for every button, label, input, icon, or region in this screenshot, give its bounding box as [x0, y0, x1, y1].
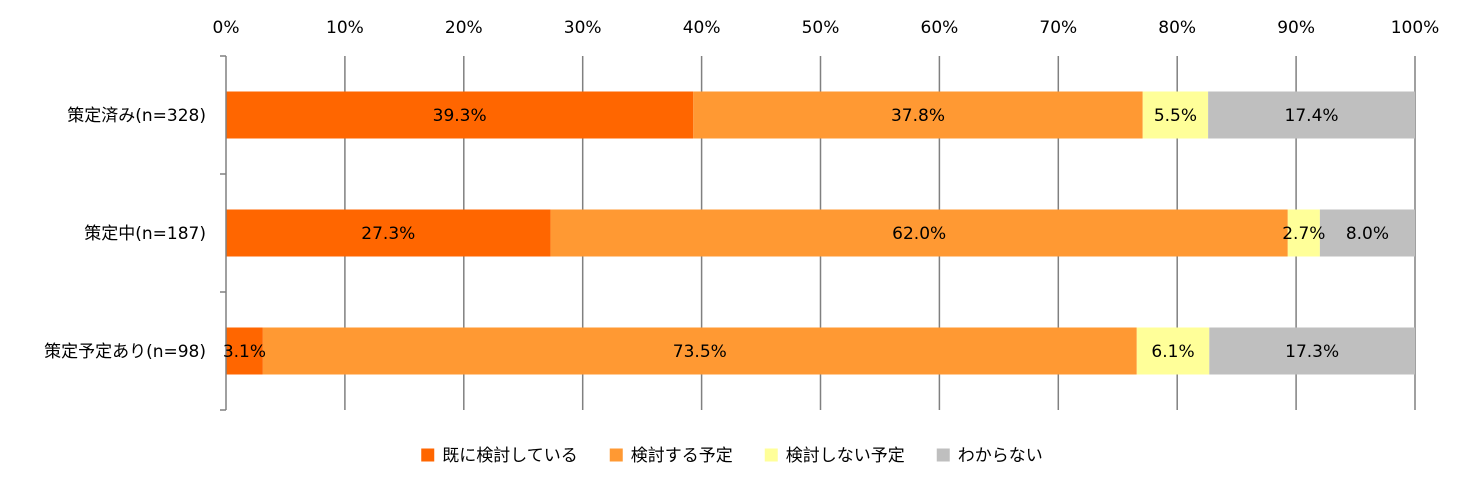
data-label: 17.4%: [1285, 106, 1339, 126]
data-label: 37.8%: [891, 106, 945, 126]
legend-label: わからない: [958, 446, 1043, 466]
x-tick-label: 100%: [1391, 18, 1440, 38]
category-label: 策定予定あり(n=98): [44, 342, 206, 362]
bar-segment: [262, 327, 1137, 375]
x-tick-label: 90%: [1277, 18, 1315, 38]
bar-segment: [1287, 209, 1320, 257]
category-label: 策定済み(n=328): [67, 106, 206, 126]
legend-swatch: [609, 448, 623, 462]
data-label: 8.0%: [1346, 224, 1389, 244]
x-tick-label: 50%: [802, 18, 840, 38]
x-tick-label: 80%: [1158, 18, 1196, 38]
bar-segment: [1208, 91, 1415, 139]
bar-segment: [1319, 209, 1415, 257]
legend-label: 既に検討している: [442, 446, 578, 466]
data-label: 5.5%: [1154, 106, 1197, 126]
category-label: 策定中(n=187): [84, 224, 206, 244]
data-label: 27.3%: [361, 224, 415, 244]
data-label: 6.1%: [1151, 342, 1194, 362]
data-label: 73.5%: [673, 342, 727, 362]
axes: 0% 10% 20% 30% 40% 50% 60% 70% 80% 90% 100% 策定済み(n=…: [44, 18, 1440, 411]
x-tick-label: 10%: [326, 18, 364, 38]
legend: 既に検討している 検討する予定 検討しない予定 わからない: [421, 446, 1043, 466]
legend-swatch: [421, 448, 435, 462]
bar-segment: [226, 327, 263, 375]
x-tick-label: 70%: [1039, 18, 1077, 38]
bar-segment: [550, 209, 1288, 257]
data-label: 2.7%: [1282, 224, 1325, 244]
bar-segment: [693, 91, 1143, 139]
bar-segment: [1209, 327, 1415, 375]
bar-segment: [226, 209, 551, 257]
bars: [226, 91, 1415, 375]
legend-label: 検討しない予定: [786, 446, 905, 466]
data-label: 39.3%: [433, 106, 487, 126]
bar-segment: [226, 91, 694, 139]
bar-segment: [1142, 91, 1209, 139]
x-tick-label: 20%: [445, 18, 483, 38]
data-label: 17.3%: [1285, 342, 1339, 362]
legend-label: 検討する予定: [631, 446, 733, 466]
x-tick-label: 30%: [564, 18, 602, 38]
data-labels: 39.3% 37.8% 5.5% 17.4% 27.3% 62.0% 2.7% 8.0% 3.1…: [223, 106, 1389, 362]
bar-segment: [1136, 327, 1210, 375]
data-label: 62.0%: [892, 224, 946, 244]
data-label: 3.1%: [223, 342, 266, 362]
legend-swatch: [936, 448, 950, 462]
x-tick-label: 40%: [683, 18, 721, 38]
legend-swatch: [764, 448, 778, 462]
x-tick-label: 60%: [921, 18, 959, 38]
x-tick-label: 0%: [213, 18, 240, 38]
